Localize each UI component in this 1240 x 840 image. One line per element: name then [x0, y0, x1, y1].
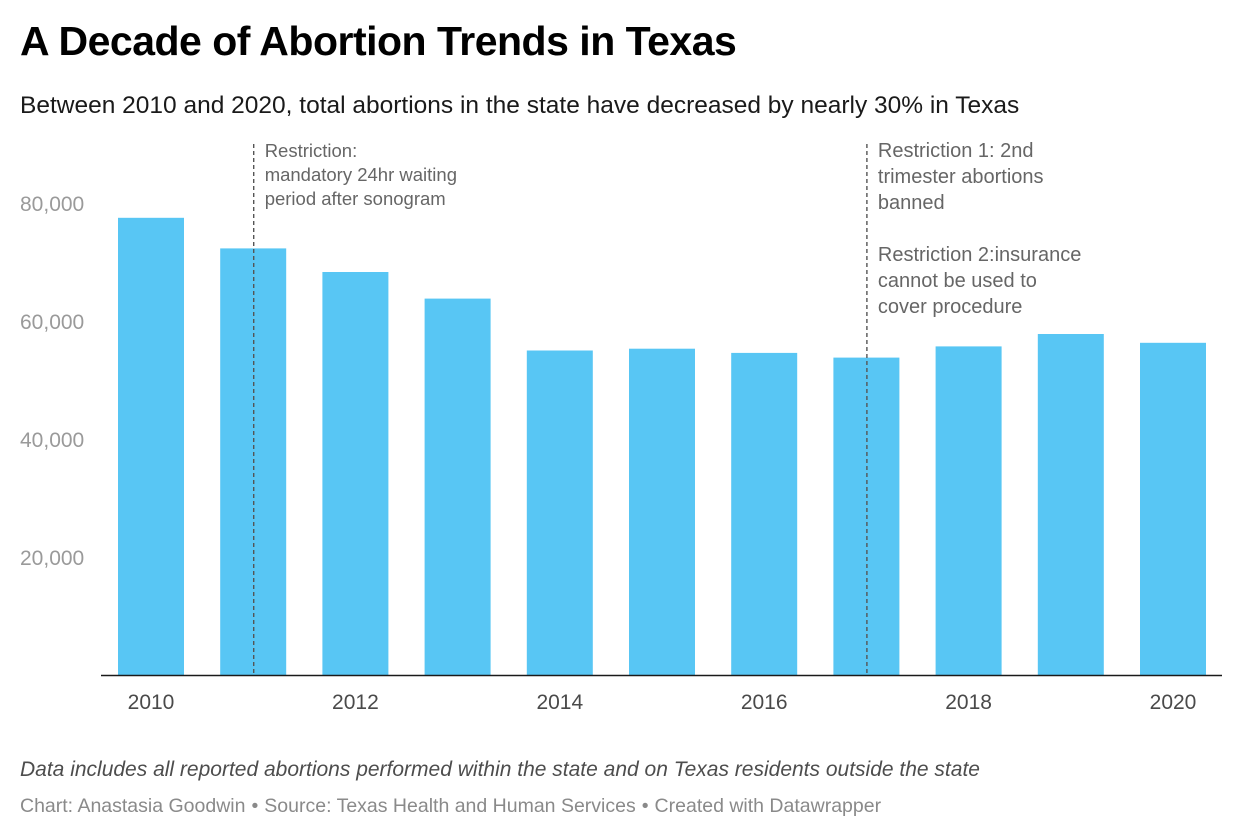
chart-byline: Chart: Anastasia Goodwin • Source: Texas H…: [20, 795, 881, 818]
x-tick-label: 2018: [945, 691, 992, 714]
bar-2012: [322, 272, 389, 675]
bar-2020: [1140, 342, 1206, 675]
annotations-group: Restriction: mandatory 24hr waiting period…: [252, 140, 1081, 675]
annotation-text-line: mandatory 24hr waiting: [265, 164, 457, 185]
chart-subtitle: Between 2010 and 2020, total abortions i…: [20, 92, 1020, 119]
annotation-text-line: Restriction 2:insurance: [878, 244, 1081, 266]
byline-source: Source: Texas Health and Human Services: [264, 795, 636, 817]
chart-title: A Decade of Abortion Trends in Texas: [20, 18, 737, 64]
byline-created: Created with Datawrapper: [654, 795, 882, 817]
x-axis-ticks: 2010 2012 2014 2016 2018 2020: [128, 691, 1197, 714]
y-tick-label: 60,000: [20, 311, 84, 334]
annotation-text-line: cover procedure: [878, 296, 1023, 318]
bars-group: [118, 217, 1206, 676]
bar-2015: [629, 348, 695, 675]
byline-separator: •: [641, 795, 649, 817]
bar-2019: [1037, 334, 1104, 675]
x-tick-label: 2010: [128, 691, 175, 714]
annotation-text-line: Restriction:: [265, 140, 358, 161]
x-tick-label: 2012: [332, 691, 379, 714]
annotation-text-line: cannot be used to: [878, 270, 1037, 292]
annotation-text-line: trimester abortions: [878, 166, 1044, 188]
byline-author: Chart: Anastasia Goodwin: [20, 795, 246, 817]
bar-2010: [118, 217, 184, 676]
x-tick-label: 2016: [741, 691, 788, 714]
bar-2013: [424, 298, 491, 675]
x-tick-label: 2020: [1150, 691, 1197, 714]
y-tick-label: 80,000: [20, 193, 84, 216]
y-axis-ticks: 20,000 40,000 60,000 80,000: [20, 193, 84, 570]
y-tick-label: 40,000: [20, 429, 84, 452]
annotation-text-line: period after sonogram: [265, 188, 446, 209]
bar-2018: [935, 346, 1002, 675]
bar-chart: 20,000 40,000 60,000 80,000 Restriction: man…: [20, 140, 1222, 714]
byline-separator: •: [251, 795, 259, 817]
annotation-text-line: banned: [878, 192, 945, 214]
x-tick-label: 2014: [536, 691, 583, 714]
y-tick-label: 20,000: [20, 547, 84, 570]
bar-2016: [731, 352, 798, 675]
annotation-text-line: Restriction 1: 2nd: [878, 140, 1034, 162]
bar-2014: [526, 350, 593, 675]
chart-notes: Data includes all reported abortions per…: [20, 758, 980, 781]
